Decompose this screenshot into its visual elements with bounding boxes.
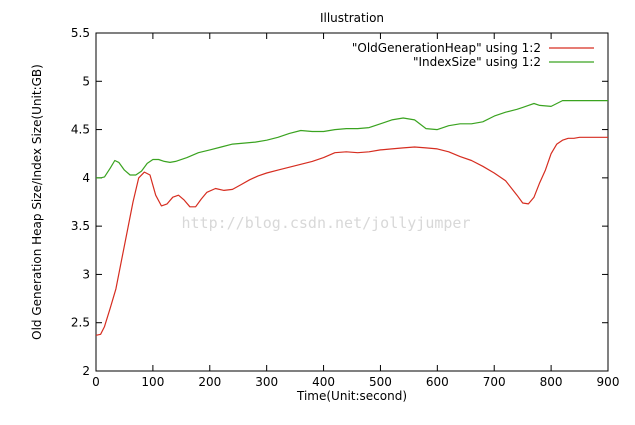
x-tick-label: 900 bbox=[597, 375, 620, 389]
x-tick-label: 600 bbox=[426, 375, 449, 389]
y-tick-label: 3 bbox=[82, 267, 90, 281]
series-lines bbox=[95, 99, 608, 336]
plot-frame bbox=[95, 32, 609, 372]
x-tick-label: 200 bbox=[198, 375, 221, 389]
y-tick-label: 3.5 bbox=[71, 219, 90, 233]
legend: "OldGenerationHeap" using 1:2"IndexSize"… bbox=[352, 41, 594, 69]
x-tick-label: 700 bbox=[483, 375, 506, 389]
y-tick-label: 4 bbox=[82, 171, 90, 185]
y-tick-label: 4.5 bbox=[71, 123, 90, 137]
x-axis-label: Time(Unit:second) bbox=[296, 389, 407, 403]
y-tick-label: 2.5 bbox=[71, 316, 90, 330]
chart-title: Illustration bbox=[320, 11, 384, 25]
x-tick-label: 300 bbox=[255, 375, 278, 389]
x-tick-label: 500 bbox=[369, 375, 392, 389]
series-line-1 bbox=[96, 99, 608, 179]
x-tick-label: 800 bbox=[540, 375, 563, 389]
y-axis: 2 2.5 3 3.5 4 4.5 5 5.5 bbox=[71, 26, 608, 378]
legend-label-0: "OldGenerationHeap" using 1:2 bbox=[352, 41, 541, 55]
legend-label-1: "IndexSize" using 1:2 bbox=[413, 55, 541, 69]
x-tick-label: 400 bbox=[312, 375, 335, 389]
series-line-0 bbox=[95, 136, 608, 336]
watermark-text: http://blog.csdn.net/jollyjumper bbox=[182, 214, 471, 232]
y-tick-label: 2 bbox=[82, 364, 90, 378]
y-tick-label: 5.5 bbox=[71, 26, 90, 40]
x-axis: 0 100 200 300 400 500 600 700 800 900 bbox=[92, 33, 619, 389]
x-tick-label: 100 bbox=[141, 375, 164, 389]
x-tick-label: 0 bbox=[92, 375, 100, 389]
y-tick-label: 5 bbox=[82, 74, 90, 88]
y-axis-label: Old Generation Heap Size/Index Size(Unit… bbox=[30, 64, 44, 340]
